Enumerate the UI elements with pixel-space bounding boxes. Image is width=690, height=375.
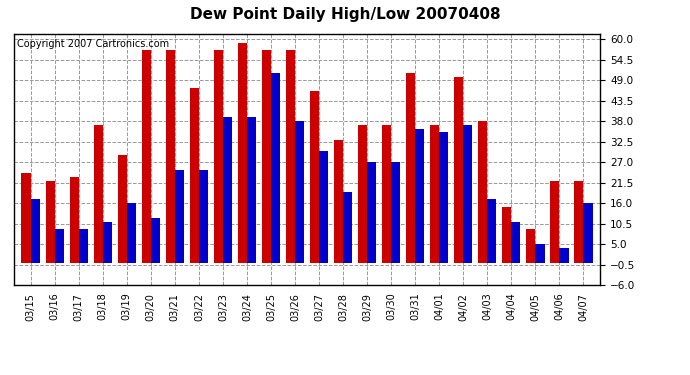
Bar xyxy=(560,248,569,262)
Bar xyxy=(79,229,88,262)
Bar xyxy=(117,155,127,262)
Bar xyxy=(343,192,352,262)
Bar xyxy=(247,117,256,262)
Bar xyxy=(94,125,103,262)
Bar xyxy=(440,132,449,262)
Bar xyxy=(21,173,30,262)
Bar xyxy=(166,51,175,262)
Bar xyxy=(502,207,511,262)
Bar xyxy=(511,222,520,262)
Bar xyxy=(391,162,400,262)
Bar xyxy=(190,88,199,262)
Bar xyxy=(319,151,328,262)
Bar xyxy=(262,51,271,262)
Bar xyxy=(382,125,391,262)
Text: Copyright 2007 Cartronics.com: Copyright 2007 Cartronics.com xyxy=(17,39,169,49)
Bar xyxy=(103,222,112,262)
Bar xyxy=(199,170,208,262)
Bar xyxy=(55,229,63,262)
Bar xyxy=(238,43,247,262)
Bar xyxy=(271,73,280,262)
Bar xyxy=(46,181,55,262)
Bar xyxy=(454,76,463,262)
Bar xyxy=(463,125,473,262)
Bar xyxy=(478,121,487,262)
Bar xyxy=(286,51,295,262)
Bar xyxy=(574,181,584,262)
Bar xyxy=(223,117,232,262)
Bar xyxy=(415,129,424,262)
Bar xyxy=(127,203,136,262)
Bar xyxy=(334,140,343,262)
Bar xyxy=(584,203,593,262)
Bar xyxy=(487,200,497,262)
Bar xyxy=(214,51,223,262)
Bar xyxy=(551,181,560,262)
Bar xyxy=(141,51,151,262)
Bar xyxy=(358,125,367,262)
Bar xyxy=(295,121,304,262)
Bar xyxy=(151,218,160,262)
Bar xyxy=(526,229,535,262)
Bar xyxy=(30,200,40,262)
Bar xyxy=(430,125,440,262)
Bar xyxy=(310,92,319,262)
Bar xyxy=(70,177,79,262)
Text: Dew Point Daily High/Low 20070408: Dew Point Daily High/Low 20070408 xyxy=(190,8,500,22)
Bar xyxy=(367,162,376,262)
Bar xyxy=(535,244,544,262)
Bar xyxy=(406,73,415,262)
Bar xyxy=(175,170,184,262)
